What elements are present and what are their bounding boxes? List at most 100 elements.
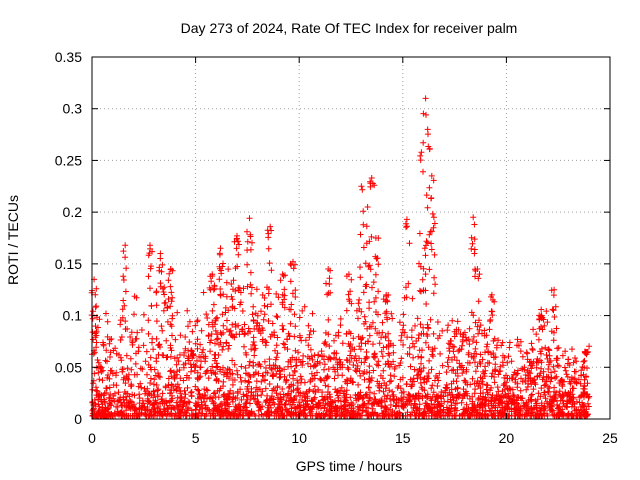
roti-point <box>530 412 537 419</box>
roti-point <box>205 332 212 339</box>
roti-point <box>158 323 165 330</box>
roti-point <box>370 367 377 374</box>
roti-point <box>303 389 310 396</box>
roti-point <box>519 365 526 372</box>
roti-point <box>172 336 179 343</box>
roti-point <box>233 245 240 252</box>
roti-point <box>415 395 422 402</box>
roti-point <box>387 396 394 402</box>
roti-point <box>201 392 208 399</box>
roti-point <box>283 397 290 404</box>
roti-point <box>402 412 409 419</box>
roti-point <box>220 343 227 350</box>
roti-point <box>422 339 429 346</box>
roti-point <box>504 359 511 366</box>
roti-point <box>477 385 484 391</box>
roti-point <box>268 301 274 308</box>
roti-point <box>223 293 230 300</box>
roti-point <box>145 317 152 324</box>
roti-point <box>342 397 349 404</box>
roti-point <box>251 371 258 378</box>
roti-point <box>186 375 192 381</box>
roti-point <box>154 392 161 398</box>
roti-point <box>349 379 356 386</box>
roti-point <box>374 398 381 405</box>
roti-point <box>211 285 218 292</box>
roti-point <box>294 377 301 384</box>
roti-point <box>548 375 555 382</box>
roti-point <box>421 387 428 394</box>
roti-point <box>185 398 192 405</box>
roti-point <box>279 291 286 298</box>
roti-point <box>463 368 470 375</box>
roti-point <box>569 411 576 418</box>
roti-point <box>548 408 555 415</box>
roti-point <box>287 306 294 313</box>
roti-point <box>499 359 506 366</box>
roti-point <box>468 234 475 241</box>
roti-point <box>518 375 524 382</box>
roti-point <box>368 323 375 330</box>
roti-point <box>287 320 294 327</box>
roti-point <box>513 404 520 411</box>
roti-point <box>100 408 107 415</box>
roti-point <box>432 281 439 288</box>
roti-point <box>265 245 272 252</box>
roti-point <box>248 290 255 297</box>
roti-point <box>449 356 455 363</box>
roti-point <box>215 378 222 384</box>
roti-point <box>256 328 263 334</box>
roti-point <box>163 399 170 406</box>
roti-point <box>501 354 508 361</box>
roti-point <box>555 344 562 351</box>
roti-point <box>307 378 314 385</box>
roti-point <box>342 394 348 401</box>
roti-point <box>409 409 416 416</box>
roti-point <box>157 280 164 287</box>
roti-point <box>466 341 473 348</box>
roti-point <box>461 393 467 399</box>
roti-point <box>147 265 154 272</box>
roti-point <box>180 377 187 384</box>
roti-point <box>241 343 247 350</box>
roti-point <box>215 352 222 358</box>
roti-point <box>478 378 485 385</box>
roti-point <box>493 396 499 403</box>
roti-point <box>103 347 110 354</box>
roti-point <box>128 366 135 373</box>
roti-point <box>517 387 524 394</box>
roti-point <box>541 322 548 329</box>
roti-point <box>237 374 244 381</box>
roti-point <box>310 403 317 410</box>
roti-point <box>425 370 432 376</box>
roti-point <box>129 339 136 346</box>
roti-point <box>386 387 393 394</box>
roti-point <box>217 366 224 373</box>
roti-point <box>225 266 232 273</box>
roti-point <box>250 334 257 341</box>
roti-point <box>147 285 153 292</box>
roti-point <box>410 354 417 361</box>
roti-point <box>165 277 172 284</box>
roti-point <box>534 409 541 415</box>
roti-point <box>207 348 214 355</box>
roti-point <box>482 397 489 404</box>
roti-point <box>297 392 304 399</box>
roti-point <box>477 360 484 367</box>
roti-point <box>576 399 583 406</box>
roti-point <box>274 314 281 321</box>
roti-point <box>218 267 225 274</box>
roti-point <box>472 409 479 415</box>
roti-point <box>247 231 254 238</box>
roti-point <box>477 351 484 358</box>
roti-point <box>247 395 254 401</box>
roti-point <box>255 370 262 377</box>
roti-point <box>234 371 241 378</box>
roti-point <box>220 383 226 390</box>
roti-point <box>219 311 226 318</box>
roti-point <box>212 315 219 322</box>
roti-point <box>439 362 446 369</box>
roti-point <box>334 392 341 399</box>
roti-point <box>408 327 415 334</box>
roti-point <box>205 375 212 382</box>
